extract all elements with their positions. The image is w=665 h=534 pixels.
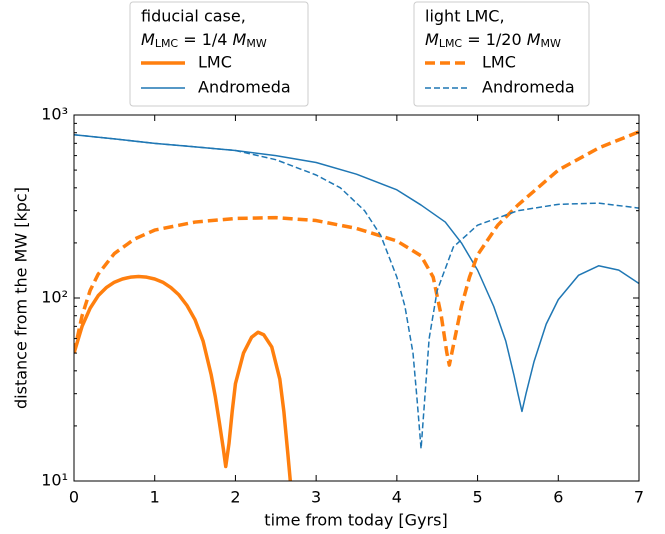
x-tick-label: 1	[150, 488, 160, 507]
x-tick-label: 0	[69, 488, 79, 507]
legend-subtitle: MLMC = 1/4 MMW	[141, 30, 267, 51]
legend-subtitle-part: MW	[246, 37, 266, 50]
legend-box	[413, 1, 590, 107]
x-tick-label: 2	[230, 488, 240, 507]
legend-subtitle-part: M	[141, 30, 155, 49]
plot-area	[74, 130, 639, 481]
series-line	[74, 134, 639, 450]
series-line	[74, 130, 639, 367]
legend-label: Andromeda	[198, 78, 291, 97]
legend-subtitle-part: LMC	[155, 37, 179, 50]
legend-box	[129, 1, 309, 107]
x-tick-label: 3	[311, 488, 321, 507]
x-tick-label: 4	[392, 488, 402, 507]
legend-subtitle-part: LMC	[439, 37, 463, 50]
x-tick-label: 7	[634, 488, 644, 507]
y-tick-label: 10¹	[41, 471, 68, 490]
legend-subtitle-part: M	[425, 30, 439, 49]
legend-title: light LMC,	[425, 7, 505, 26]
x-tick-label: 5	[472, 488, 482, 507]
legend-title: fiducial case,	[141, 7, 246, 26]
legend-subtitle-part: M	[233, 30, 247, 49]
y-axis-label: distance from the MW [kpc]	[12, 187, 31, 409]
legend-label: LMC	[482, 53, 516, 72]
legend-subtitle-part: MW	[541, 37, 561, 50]
legend-subtitle-part: = 1/4	[178, 30, 232, 49]
legend-label: Andromeda	[482, 78, 575, 97]
series-line	[74, 134, 639, 413]
series-line	[74, 274, 293, 481]
x-axis-label: time from today [Gyrs]	[264, 511, 447, 530]
y-tick-label: 10³	[41, 105, 68, 124]
legend-subtitle-part: = 1/20	[462, 30, 527, 49]
y-tick-label: 10²	[41, 288, 68, 307]
legend-subtitle-part: M	[527, 30, 541, 49]
x-tick-label: 6	[553, 488, 563, 507]
legend-label: LMC	[198, 53, 232, 72]
legend-subtitle: MLMC = 1/20 MMW	[425, 30, 561, 51]
axes-frame	[73, 114, 640, 482]
